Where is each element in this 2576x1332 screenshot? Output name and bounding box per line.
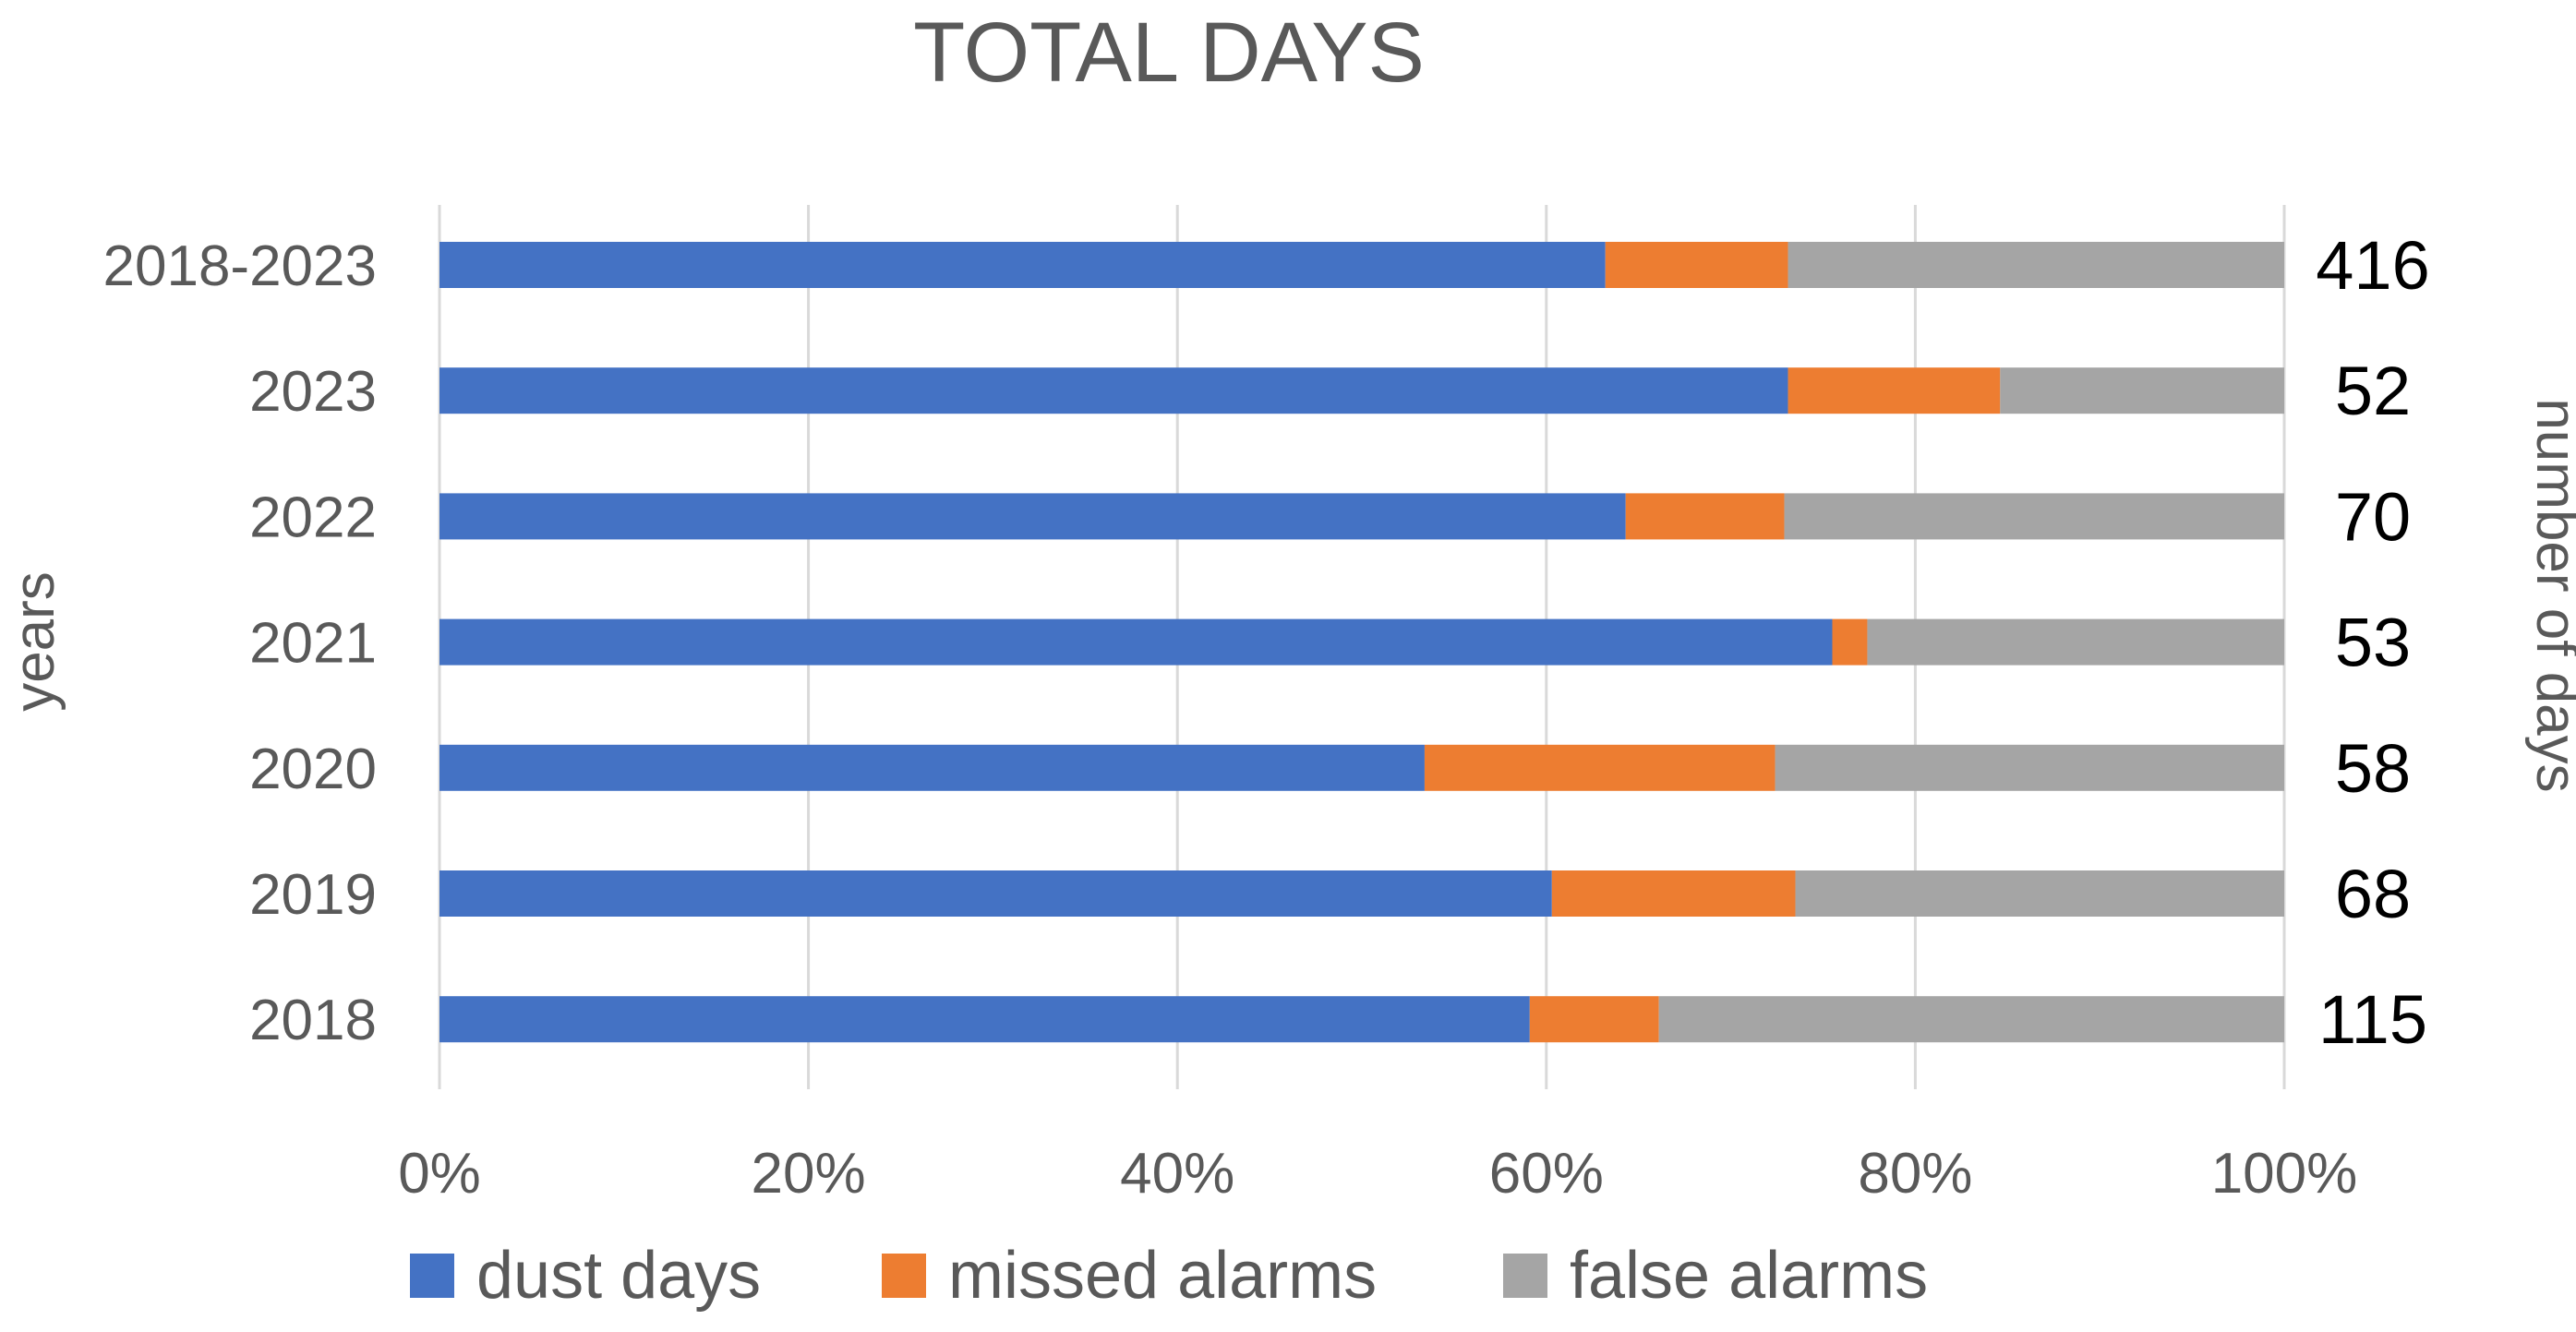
legend: dust days missed alarms false alarms — [410, 1239, 1928, 1313]
bar-segment — [439, 870, 1552, 917]
total-label: 52 — [2335, 353, 2411, 429]
bar-segment — [1775, 744, 2284, 791]
category-label: 2021 — [249, 612, 377, 676]
x-tick-labels: 0% 20% 40% 60% 80% 100% — [398, 1142, 2357, 1206]
x-tick-label: 100% — [2211, 1142, 2358, 1206]
total-label: 70 — [2335, 478, 2411, 555]
bar-segment — [1529, 996, 1659, 1043]
bar-segment — [439, 996, 1530, 1043]
total-label: 58 — [2335, 730, 2411, 807]
legend-label: dust days — [476, 1239, 761, 1313]
category-label: 2018-2023 — [103, 234, 378, 298]
x-tick-label: 0% — [398, 1142, 481, 1206]
bar-segment — [439, 242, 1606, 288]
bar-segment — [1424, 744, 1776, 791]
y-axis-title: years — [3, 571, 66, 712]
bar-segment — [2000, 367, 2284, 414]
category-label: 2020 — [249, 738, 377, 801]
category-label: 2018 — [249, 989, 377, 1052]
secondary-axis-title: number of days — [2524, 398, 2576, 792]
chart-title: TOTAL DAYS — [913, 6, 1425, 100]
bars — [439, 242, 2284, 1043]
bar-segment — [1605, 242, 1788, 288]
bar-segment — [1788, 242, 2284, 288]
category-label: 2022 — [249, 486, 377, 549]
bar-segment — [439, 744, 1425, 791]
bar-segment — [1658, 996, 2284, 1043]
category-label: 2019 — [249, 863, 377, 927]
legend-swatch — [1503, 1254, 1547, 1298]
bar-segment — [1784, 493, 2284, 540]
bar-segment — [1867, 618, 2284, 666]
bar-segment — [1788, 367, 2001, 414]
legend-swatch — [882, 1254, 926, 1298]
legend-swatch — [410, 1254, 454, 1298]
total-label: 53 — [2335, 605, 2411, 681]
bar-segment — [1832, 618, 1868, 666]
legend-label: false alarms — [1570, 1239, 1928, 1313]
legend-label: missed alarms — [948, 1239, 1377, 1313]
x-tick-label: 80% — [1858, 1142, 1972, 1206]
bar-segment — [439, 618, 1833, 666]
category-labels: 2018-2023 2023 2022 2021 2020 2019 2018 — [103, 234, 378, 1052]
bar-segment — [1625, 493, 1785, 540]
total-label: 416 — [2316, 227, 2429, 304]
x-tick-label: 60% — [1489, 1142, 1604, 1206]
bar-segment — [439, 367, 1788, 414]
bar-segment — [439, 493, 1626, 540]
category-label: 2023 — [249, 360, 377, 424]
total-label: 68 — [2335, 856, 2411, 932]
x-tick-label: 40% — [1120, 1142, 1234, 1206]
bar-segment — [1551, 870, 1796, 917]
x-tick-label: 20% — [752, 1142, 866, 1206]
total-labels: 416 52 70 53 58 68 115 — [2316, 227, 2429, 1058]
bar-segment — [1795, 870, 2284, 917]
total-label: 115 — [2318, 981, 2427, 1058]
